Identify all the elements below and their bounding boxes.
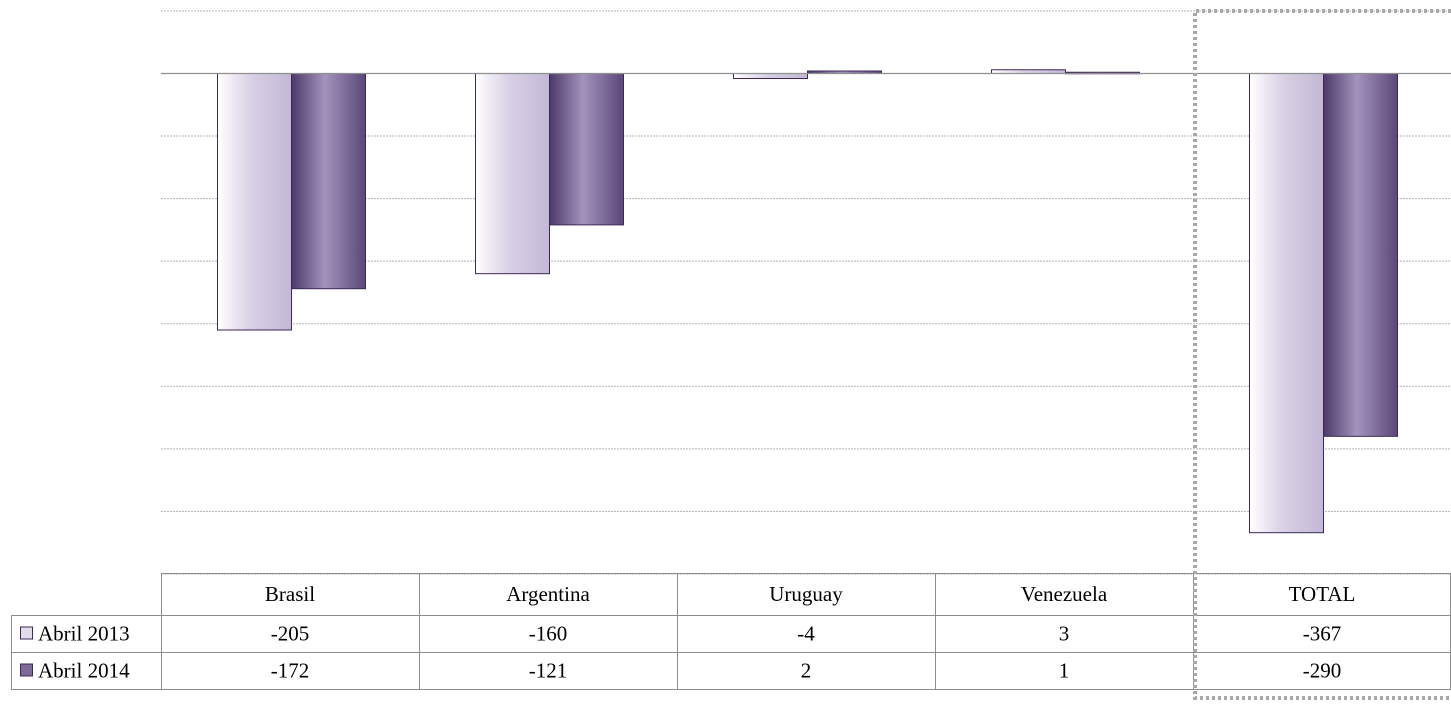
data-label: -290 <box>1303 659 1342 683</box>
data-label: -172 <box>271 659 310 683</box>
category-label: Venezuela <box>1021 582 1108 606</box>
data-label: 2 <box>801 659 812 683</box>
legend-label: Abril 2013 <box>38 622 130 646</box>
bars <box>161 69 1451 534</box>
bar-total-abril-2013 <box>1249 73 1324 534</box>
bar-argentina-abril-2013 <box>475 73 550 275</box>
data-label: -4 <box>797 622 815 646</box>
bar-brasil-abril-2014 <box>291 73 366 290</box>
category-label: Brasil <box>265 582 315 606</box>
data-label: 3 <box>1059 622 1070 646</box>
data-label: -121 <box>529 659 568 683</box>
data-label: -367 <box>1303 622 1342 646</box>
data-table: Brasil Argentina Uruguay Venezuela TOTAL Abri… <box>11 573 1451 690</box>
bar-argentina-abril-2014 <box>549 73 624 226</box>
data-label: -160 <box>529 622 568 646</box>
bar-uruguay-abril-2013 <box>733 73 808 80</box>
bar-total-abril-2014 <box>1323 73 1398 437</box>
legend-swatch <box>20 626 33 640</box>
data-label: 1 <box>1059 659 1070 683</box>
legend-label: Abril 2014 <box>38 659 130 683</box>
category-label: Argentina <box>506 582 590 606</box>
category-label: TOTAL <box>1289 582 1356 606</box>
category-label: Uruguay <box>769 582 843 606</box>
total-highlight-frame <box>1193 9 1451 700</box>
total-highlight <box>1193 9 1451 700</box>
data-label: -205 <box>271 622 310 646</box>
legend-swatch <box>20 663 33 677</box>
bar-brasil-abril-2013 <box>217 73 292 331</box>
